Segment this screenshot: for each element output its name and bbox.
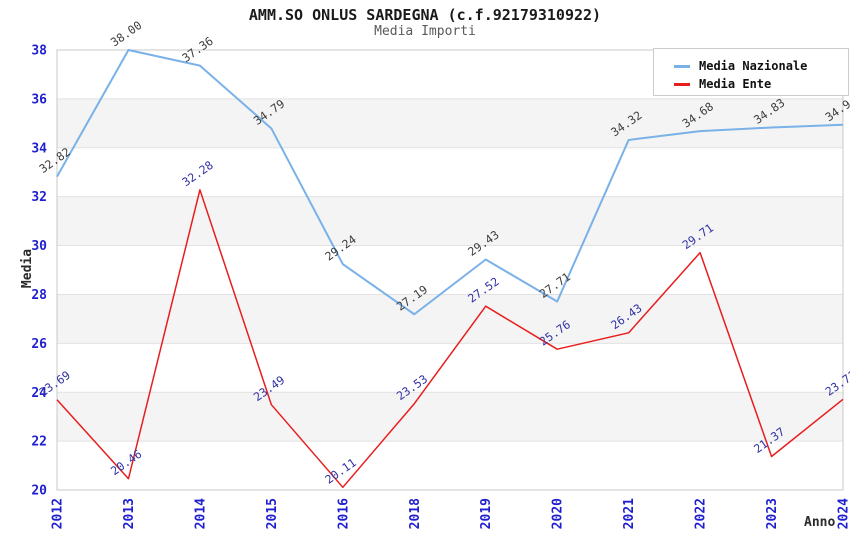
legend-item: Media Nazionale bbox=[674, 57, 848, 75]
series-line-media-nazionale bbox=[56, 49, 844, 316]
grid-band bbox=[57, 392, 843, 442]
chart-subtitle: Media Importi bbox=[374, 24, 476, 39]
y-tick-label: 36 bbox=[31, 92, 47, 107]
x-tick-label: 2020 bbox=[551, 498, 566, 529]
x-axis-label: Anno bbox=[804, 515, 836, 530]
x-tick-label: 2016 bbox=[336, 498, 351, 529]
x-tick-label: 2019 bbox=[479, 498, 494, 529]
y-tick-label: 24 bbox=[31, 386, 47, 401]
y-tick-label: 32 bbox=[31, 190, 47, 205]
legend-item: Media Ente bbox=[674, 75, 848, 93]
value-label: 20.46 bbox=[108, 447, 144, 478]
legend-line-marker bbox=[674, 82, 690, 86]
x-tick-label: 2015 bbox=[265, 498, 280, 529]
y-tick-label: 30 bbox=[31, 239, 47, 254]
value-label: 20.11 bbox=[322, 455, 358, 486]
chart-title: AMM.SO ONLUS SARDEGNA (c.f.92179310922) bbox=[248, 6, 602, 24]
grid-band bbox=[57, 196, 843, 246]
x-tick-label: 2024 bbox=[837, 498, 850, 529]
legend-label: Media Nazionale bbox=[699, 59, 808, 73]
x-tick-label: 2022 bbox=[694, 498, 709, 529]
x-tick-label: 2013 bbox=[122, 498, 137, 529]
value-label: 32.28 bbox=[179, 158, 215, 189]
y-tick-label: 34 bbox=[31, 141, 47, 156]
grid-band bbox=[57, 98, 843, 148]
series-line-media-ente bbox=[56, 189, 844, 489]
legend-label: Media Ente bbox=[699, 77, 772, 91]
y-tick-label: 26 bbox=[31, 337, 47, 352]
x-tick-label: 2014 bbox=[193, 498, 208, 529]
y-axis-label: Media bbox=[20, 248, 36, 289]
y-tick-label: 20 bbox=[31, 484, 47, 499]
legend-line-marker bbox=[674, 64, 690, 68]
value-label: 38.00 bbox=[108, 18, 144, 49]
x-tick-label: 2012 bbox=[51, 498, 66, 529]
x-tick-label: 2021 bbox=[622, 498, 637, 529]
y-tick-label: 28 bbox=[31, 288, 47, 303]
plot-border bbox=[56, 49, 844, 491]
legend: Media Nazionale Media Ente bbox=[653, 48, 849, 96]
x-tick-label: 2018 bbox=[408, 498, 423, 529]
grid-band bbox=[57, 294, 843, 344]
y-tick-label: 22 bbox=[31, 435, 47, 450]
x-tick-label: 2023 bbox=[765, 498, 780, 529]
value-label: 23.71 bbox=[823, 367, 850, 398]
value-label: 37.36 bbox=[179, 34, 215, 65]
y-tick-label: 38 bbox=[31, 44, 47, 59]
